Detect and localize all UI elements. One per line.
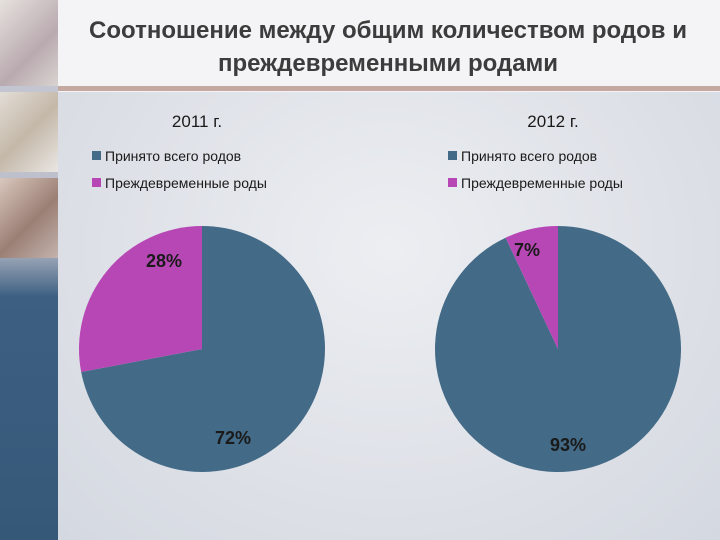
legend-swatch-preterm	[448, 178, 457, 187]
slice-label-total: 93%	[550, 435, 587, 455]
legend-label: Принято всего родов	[105, 148, 242, 164]
legend-swatch-total	[92, 151, 101, 160]
pie-svg	[79, 226, 326, 472]
sidebar-strip	[0, 0, 58, 540]
pie-slice-total	[81, 226, 326, 472]
slice-label-preterm: 7%	[514, 240, 541, 260]
sidebar-photo-1	[0, 0, 58, 86]
legend-swatch-preterm	[92, 178, 101, 187]
pie-slice-total	[435, 226, 682, 472]
sidebar-photo-3	[0, 178, 58, 258]
legend-label: Принято всего родов	[461, 148, 598, 164]
sidebar-photo-2	[0, 92, 58, 172]
slice-label-preterm: 28%	[146, 251, 183, 271]
slide-title: Соотношение между общим количеством родо…	[89, 17, 687, 77]
chart-title: 2011 г.	[171, 112, 223, 131]
legend-item-total: Принято всего родов	[92, 148, 241, 164]
legend-label: Преждевременные роды	[105, 175, 267, 191]
pie-chart-2012: 2012 г. Принято всего родов Преждевремен…	[418, 108, 720, 528]
legend-item-preterm: Преждевременные роды	[448, 175, 623, 191]
pie-slice-preterm	[505, 226, 558, 349]
legend-item-preterm: Преждевременные роды	[92, 175, 267, 191]
pie-chart-2011: 2011 г. Принято всего родов Преждевремен…	[62, 108, 392, 528]
chart-title: 2012 г.	[527, 112, 579, 131]
header-divider	[58, 86, 720, 91]
pie-svg	[435, 226, 682, 472]
legend-item-total: Принято всего родов	[448, 148, 597, 164]
slice-label-total: 72%	[215, 428, 252, 448]
legend-label: Преждевременные роды	[461, 175, 623, 191]
pie-slice-preterm	[79, 226, 202, 373]
legend-swatch-total	[448, 151, 457, 160]
